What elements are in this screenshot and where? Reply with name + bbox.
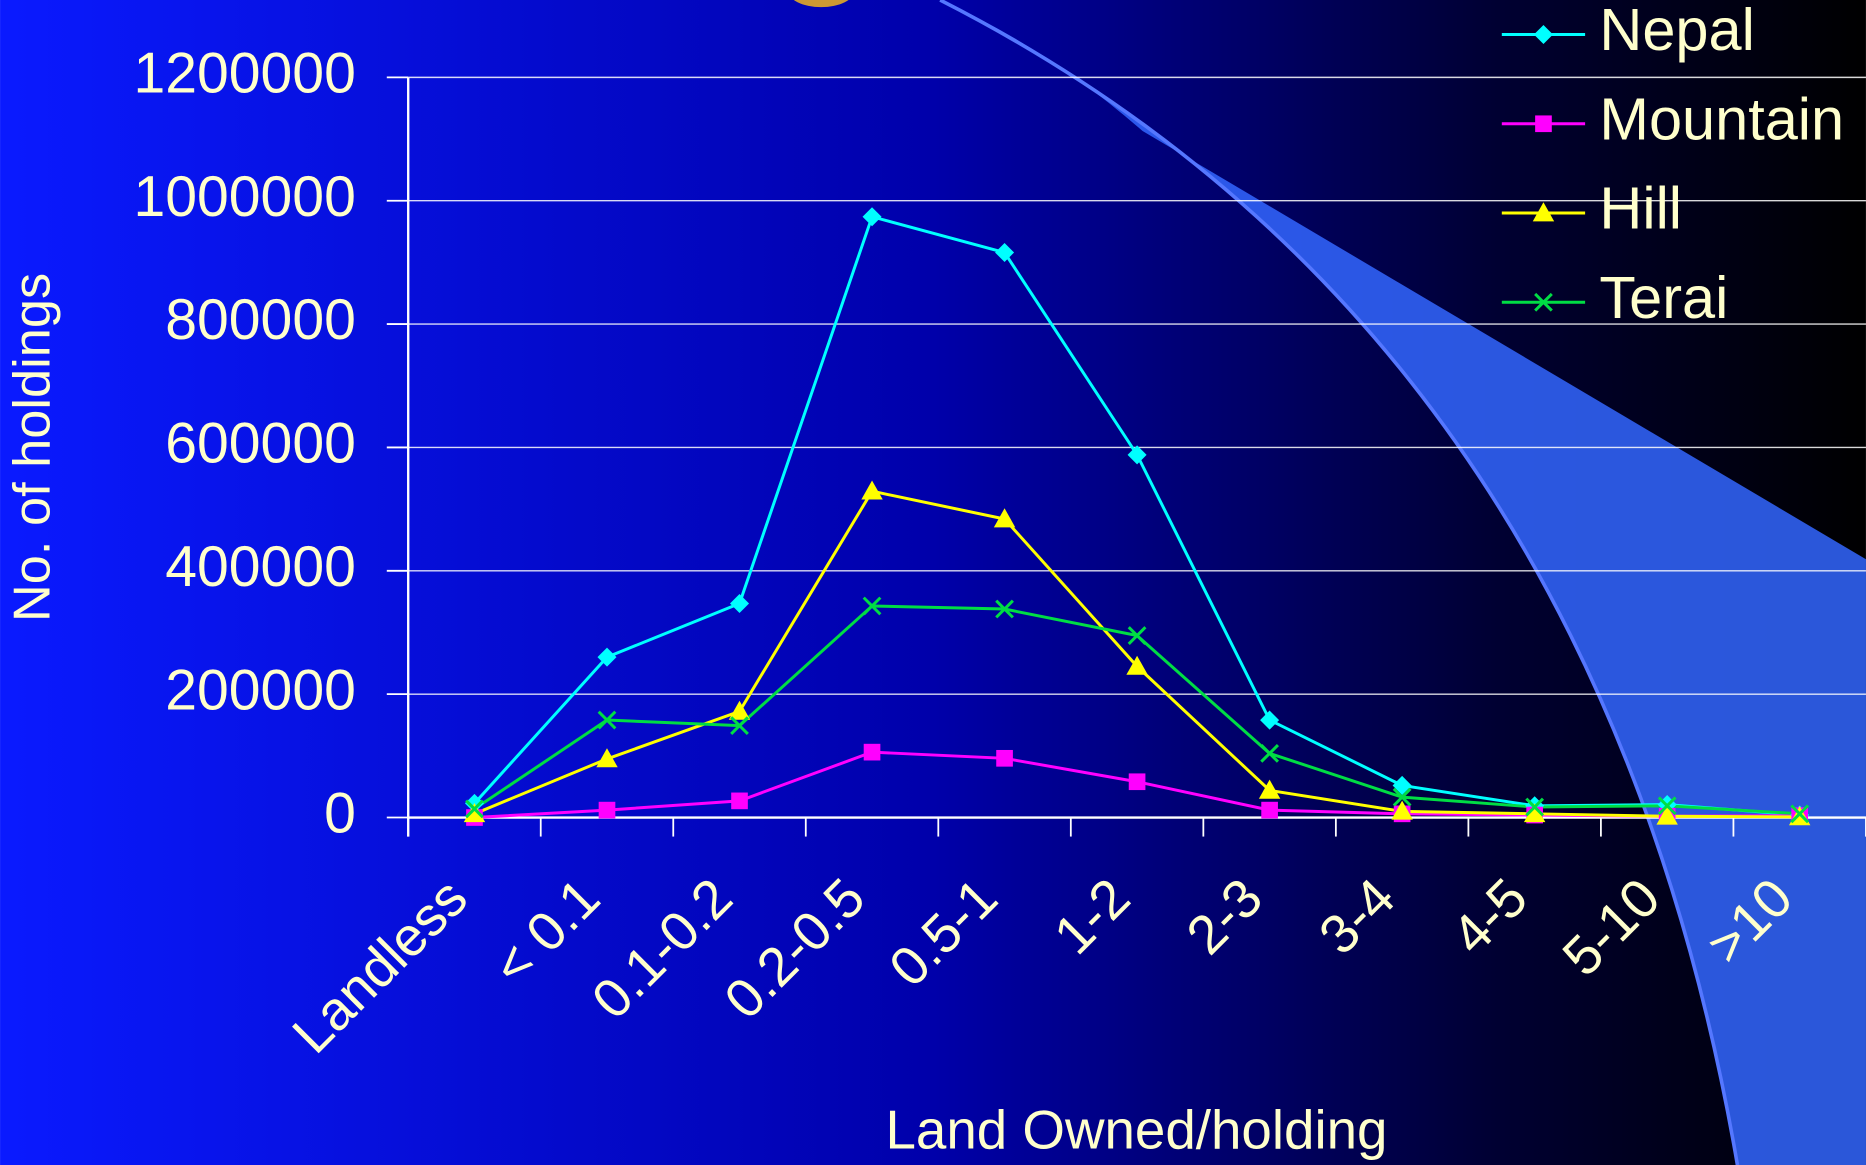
marker-stroke — [1392, 787, 1412, 807]
marker — [728, 700, 751, 720]
marker-stroke — [1790, 804, 1810, 824]
marker — [1656, 805, 1678, 825]
marker-stroke — [597, 710, 617, 730]
marker — [1260, 743, 1279, 763]
y-tick-label: 0 — [324, 782, 356, 846]
marker — [1127, 626, 1147, 645]
legend-label: Nepal — [1599, 0, 1754, 63]
marker — [861, 480, 883, 500]
marker — [1261, 801, 1278, 819]
marker — [862, 596, 882, 616]
marker-stroke — [1525, 797, 1545, 817]
marker-stroke — [1127, 626, 1147, 645]
marker — [731, 792, 748, 810]
marker-stroke — [995, 599, 1014, 619]
marker — [1128, 773, 1146, 791]
marker — [1258, 779, 1281, 799]
marker — [1392, 775, 1412, 795]
marker — [1525, 797, 1545, 817]
marker — [729, 593, 750, 614]
y-tick-label: 1200000 — [134, 41, 356, 105]
y-tick-label: 600000 — [165, 412, 356, 476]
marker — [1534, 292, 1553, 312]
marker — [463, 803, 486, 823]
marker — [862, 207, 882, 227]
marker-stroke — [730, 716, 749, 735]
marker — [730, 716, 749, 735]
marker — [1392, 787, 1412, 807]
marker — [597, 647, 617, 667]
marker — [1790, 804, 1810, 824]
marker — [1532, 202, 1555, 222]
legend: Nepal Mountain Hill Terai — [1501, 0, 1844, 331]
y-tick-label: 1000000 — [134, 165, 356, 229]
marker — [596, 748, 618, 768]
y-tick-label: 200000 — [165, 658, 356, 722]
marker — [597, 710, 617, 730]
marker — [1535, 115, 1552, 133]
marker — [863, 743, 881, 761]
marker — [1126, 655, 1148, 675]
decoration — [940, 0, 1866, 1165]
marker — [996, 749, 1013, 767]
marker-stroke — [1657, 796, 1677, 816]
marker-stroke — [1534, 292, 1553, 312]
decoration-edge — [939, 0, 1740, 1165]
marker-stroke — [1260, 743, 1279, 763]
x-axis-title: Land Owned/holding — [885, 1099, 1387, 1161]
marker — [1391, 800, 1413, 820]
marker — [465, 799, 484, 819]
y-tick-label: 800000 — [165, 288, 356, 352]
marker — [598, 801, 616, 819]
marker — [993, 508, 1016, 528]
title-fragment — [793, 0, 849, 8]
marker-stroke — [465, 799, 484, 819]
marker-stroke — [862, 596, 882, 616]
marker — [1657, 796, 1677, 816]
legend-label: Hill — [1599, 175, 1682, 242]
marker — [1533, 24, 1553, 45]
y-axis-title: No. of holdings — [4, 273, 62, 622]
y-tick-label: 400000 — [165, 535, 356, 599]
marker — [995, 599, 1014, 619]
marker — [1523, 803, 1546, 823]
legend-label: Terai — [1599, 264, 1728, 331]
legend-label: Mountain — [1599, 85, 1844, 152]
